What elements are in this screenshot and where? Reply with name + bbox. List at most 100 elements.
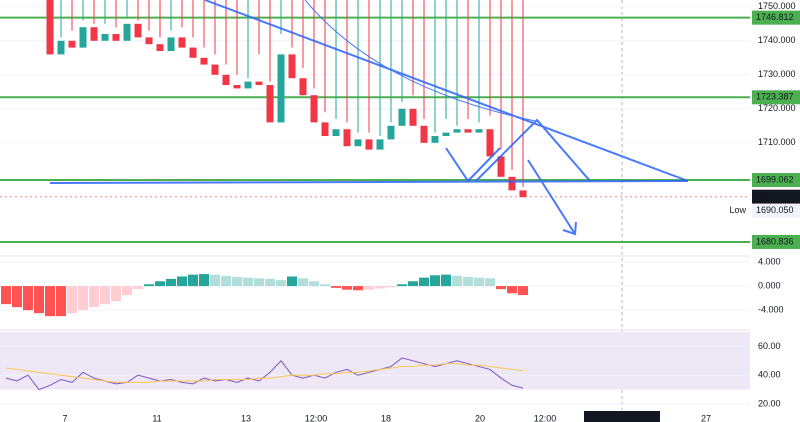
candle-body xyxy=(277,54,285,123)
last-price-tag xyxy=(752,189,800,204)
y-tick-label: 60.00 xyxy=(758,341,781,351)
x-tick-label: 13 xyxy=(241,413,251,422)
histogram-bar xyxy=(188,274,198,287)
histogram-bar xyxy=(177,276,187,287)
candle-body xyxy=(310,95,318,123)
level-label: 1723.387 xyxy=(756,92,794,102)
histogram-bar xyxy=(364,286,374,290)
x-tick-label: 12:00 xyxy=(305,413,328,422)
histogram-bar xyxy=(507,286,517,294)
histogram-bar xyxy=(56,286,66,317)
histogram-bar xyxy=(78,286,88,311)
histogram-bar xyxy=(243,277,253,287)
zigzag xyxy=(445,147,501,183)
histogram-bar xyxy=(474,277,484,287)
histogram-bar xyxy=(331,286,341,288)
y-tick-label: 1740.000 xyxy=(758,35,796,45)
histogram-bar xyxy=(353,286,363,291)
candle-body xyxy=(90,27,98,41)
y-tick-label: 4.000 xyxy=(758,256,781,266)
level-label: 1680.836 xyxy=(756,236,794,246)
x-tick-label: 12:00 xyxy=(534,413,557,422)
histogram-bar xyxy=(287,276,297,287)
candle-body xyxy=(255,81,263,85)
candle-body xyxy=(398,108,406,126)
y-tick-label: 1720.000 xyxy=(758,103,796,113)
x-tick-label: 11 xyxy=(152,413,161,422)
low-text: Low xyxy=(729,205,746,215)
x-tick-label: 20 xyxy=(475,413,485,422)
level-tag xyxy=(752,172,800,187)
trend-drawings xyxy=(49,0,689,236)
candle-body xyxy=(486,129,494,157)
candle-body xyxy=(134,23,142,38)
candle-body xyxy=(112,34,120,41)
candle-body xyxy=(464,129,472,133)
low-label: 1690.050 xyxy=(756,205,794,215)
histogram-bar xyxy=(298,278,308,287)
histogram-bar xyxy=(320,284,330,287)
candle-body xyxy=(420,125,428,143)
x-tick-label: 7 xyxy=(62,413,67,422)
histogram-bar xyxy=(133,286,143,290)
candle-body xyxy=(145,37,153,45)
histogram-bar xyxy=(254,278,264,287)
candle-body xyxy=(299,78,307,96)
candle-body xyxy=(46,0,54,55)
y-tick-label: 40.00 xyxy=(758,370,781,380)
candle-body xyxy=(497,156,505,177)
histogram-bar xyxy=(463,277,473,287)
histogram-bar xyxy=(199,274,209,287)
level-label: 1746.812 xyxy=(756,12,794,22)
cursor-time-tag xyxy=(584,411,660,422)
histogram-bar xyxy=(45,286,55,317)
candle-body xyxy=(156,44,164,51)
histogram-bar xyxy=(496,286,506,290)
histogram-bar xyxy=(386,286,396,288)
candle-body xyxy=(266,85,274,123)
candle-body xyxy=(343,129,351,147)
low-tag xyxy=(752,203,800,218)
candle-body xyxy=(475,129,483,133)
indicator-line xyxy=(5,357,524,391)
candle-body xyxy=(79,27,87,48)
candle-body xyxy=(321,122,329,136)
histogram-bar xyxy=(67,286,77,314)
y-tick-label: 1750.000 xyxy=(758,1,796,11)
histogram-bar xyxy=(430,275,440,287)
histogram-bar xyxy=(419,277,429,287)
histogram-bar xyxy=(452,275,462,287)
histogram-bar xyxy=(309,281,319,287)
candle-body xyxy=(376,139,384,150)
zigzag xyxy=(475,118,591,182)
candle-body xyxy=(200,57,208,65)
histogram-bar xyxy=(166,278,176,287)
histogram-bar xyxy=(34,286,44,314)
arrow-head xyxy=(562,221,577,236)
candle-body xyxy=(189,47,197,58)
candle-body xyxy=(431,136,439,143)
histogram-bar xyxy=(441,274,451,287)
histogram-bar xyxy=(221,275,231,287)
candle-body xyxy=(101,34,109,41)
candle-body xyxy=(409,108,417,126)
candle-body xyxy=(519,190,527,198)
histogram-bar xyxy=(210,274,220,287)
candle-body xyxy=(57,40,65,55)
histogram-bar xyxy=(23,286,33,311)
rsi-band xyxy=(0,332,750,390)
histogram-bar xyxy=(397,284,407,287)
candle-body xyxy=(387,125,395,140)
candle-body xyxy=(222,74,230,85)
trend-curve xyxy=(304,0,541,123)
x-tick-label: 27 xyxy=(701,413,711,422)
y-tick-label: 0.000 xyxy=(758,280,781,290)
histogram-bar xyxy=(276,280,286,287)
histogram-bar xyxy=(100,286,110,305)
x-tick-label: 25 Jul '22 04:00 xyxy=(588,413,651,422)
level-label: 1699.062 xyxy=(756,174,794,184)
histogram-bar xyxy=(144,284,154,287)
arrow xyxy=(527,159,576,235)
trend-line xyxy=(204,0,689,182)
candle-body xyxy=(442,132,450,136)
